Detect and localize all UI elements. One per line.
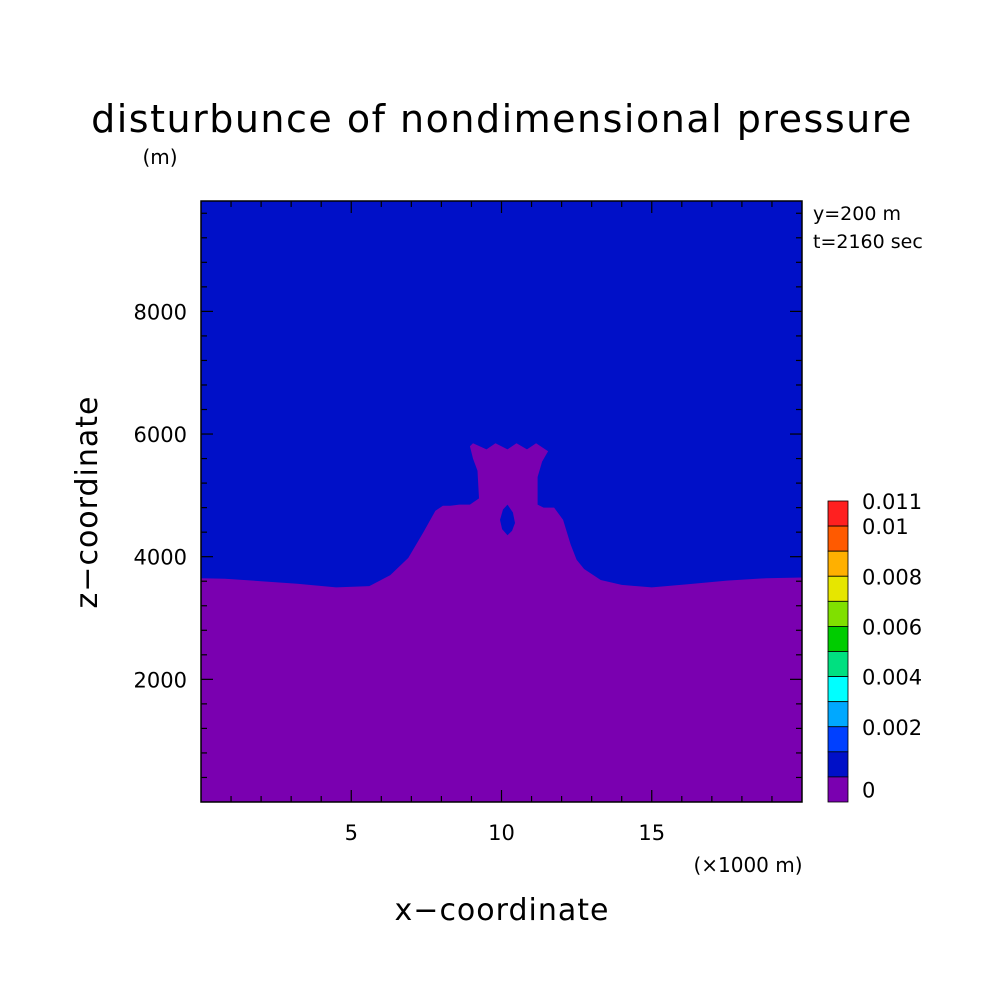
x-unit-label: (×1000 m) [693, 853, 802, 877]
colorbar-label: 0.006 [862, 615, 922, 639]
colorbar-swatch [827, 525, 849, 552]
y-tick-label: 6000 [134, 423, 187, 447]
colorbar-swatch [827, 500, 849, 527]
x-axis-ticks: 5 10 15 [230, 201, 773, 845]
colorbar-swatch [827, 701, 849, 728]
x-axis-label: x−coordinate [395, 893, 610, 928]
y-tick-label: 4000 [134, 546, 187, 570]
colorbar-label: 0.01 [862, 515, 909, 539]
colorbar-label: 0.002 [862, 716, 922, 740]
colorbar-swatch [827, 626, 849, 652]
colorbar-label: 0 [862, 778, 875, 802]
colorbar-swatch [827, 651, 849, 677]
colorbar-label: 0.011 [862, 490, 922, 514]
chart-title: disturbunce of nondimensional pressure [91, 97, 913, 141]
y-tick-label: 8000 [134, 300, 187, 324]
colorbar-swatch [827, 676, 849, 703]
time-annotation: t=2160 sec [813, 231, 923, 253]
x-tick-label: 10 [488, 821, 515, 845]
plot-area [201, 201, 802, 802]
colorbar-label: 0.004 [862, 666, 922, 690]
colorbar-swatch [827, 726, 849, 753]
colorbar-label: 0.008 [862, 565, 922, 589]
y-tick-label: 2000 [134, 668, 187, 692]
y-axis-ticks: 2000 4000 6000 8000 [134, 212, 802, 779]
x-tick-label: 5 [345, 821, 358, 845]
colorbar-swatch [827, 751, 849, 778]
colorbar-swatch [827, 600, 849, 627]
colorbar-swatch [827, 776, 849, 803]
y-unit-label: (m) [142, 145, 177, 169]
positive-pressure-hole [500, 504, 515, 536]
negative-pressure-region [201, 443, 802, 802]
y-position-annotation: y=200 m [813, 203, 901, 225]
colorbar-swatch [827, 550, 849, 577]
x-tick-label: 15 [638, 821, 665, 845]
colorbar-swatch [827, 575, 849, 602]
y-axis-label: z−coordinate [70, 396, 105, 609]
